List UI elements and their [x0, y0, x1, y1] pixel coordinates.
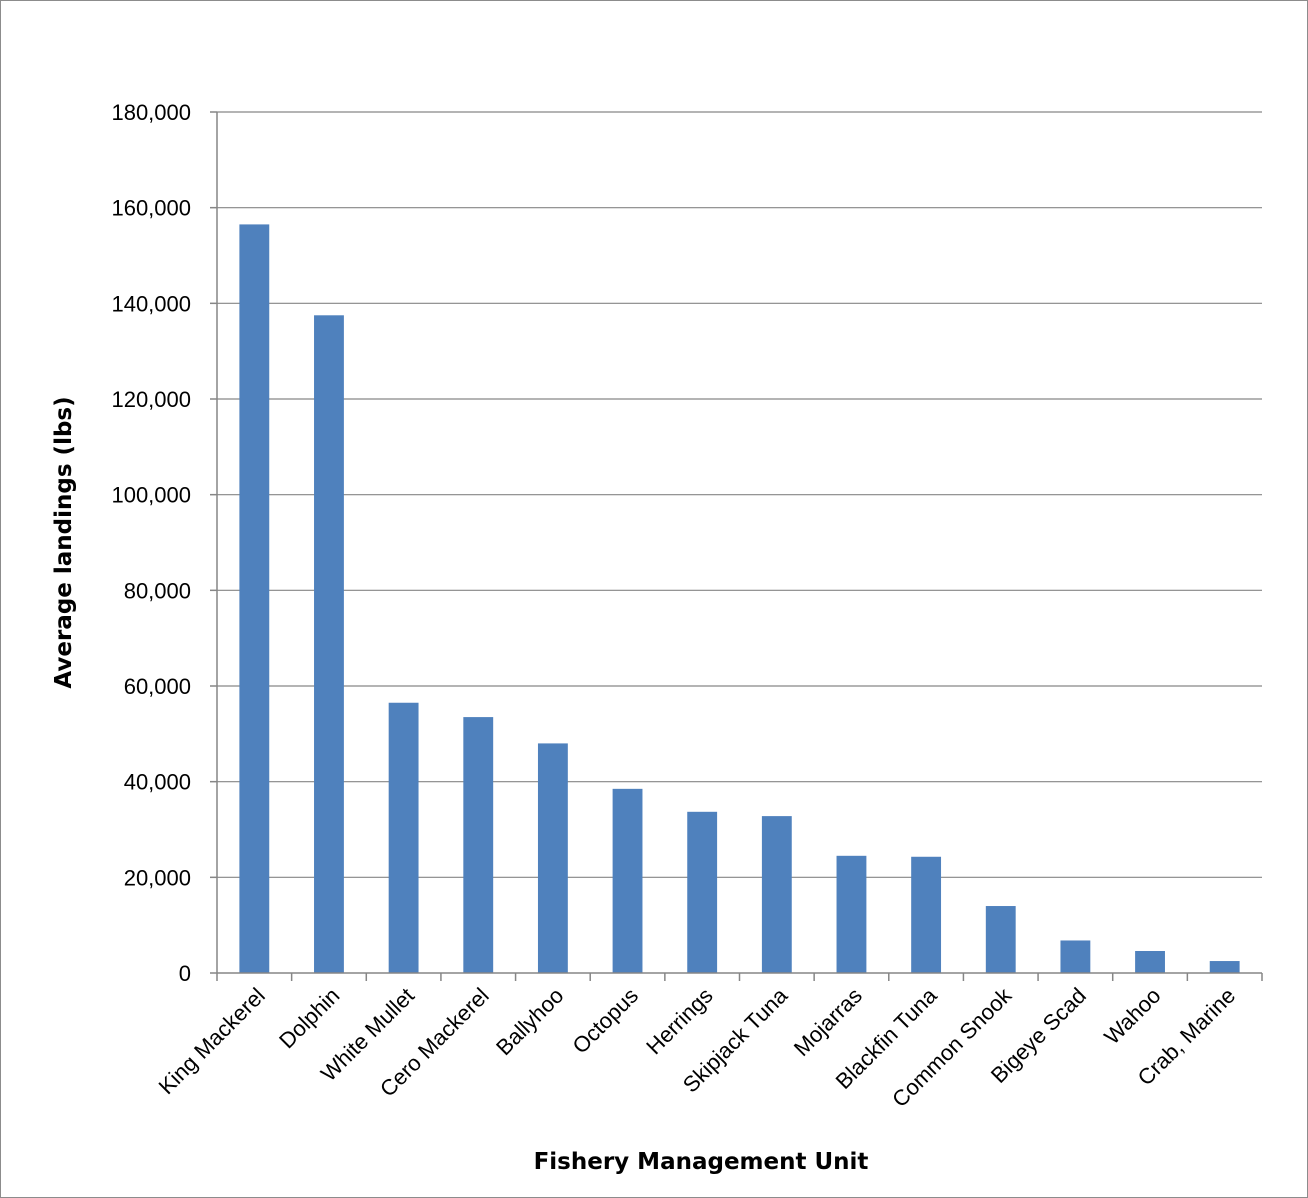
y-tick-label: 60,000 [124, 674, 191, 699]
x-tick-label: Mojarras [789, 983, 867, 1061]
y-axis-title: Average landings (lbs) [51, 396, 77, 688]
axes [216, 112, 1262, 974]
x-axis-title: Fishery Management Unit [534, 1149, 869, 1175]
x-tick-label: Herrings [641, 983, 717, 1059]
bar [314, 315, 344, 974]
bar [911, 856, 942, 973]
bars [239, 224, 1240, 974]
bar [1135, 950, 1165, 973]
y-tick-label: 100,000 [111, 483, 191, 508]
y-tick-labels: 0 20,000 40,000 60,000 80,000 100,000 120,000 1… [111, 100, 217, 986]
x-tick-label: Ballyhoo [491, 983, 568, 1060]
bar [1209, 961, 1240, 973]
bar [537, 743, 568, 973]
y-tick-label: 140,000 [111, 291, 191, 316]
bar [612, 788, 643, 973]
x-tick-label: Octopus [567, 983, 643, 1059]
y-tick-label: 160,000 [111, 196, 191, 221]
y-tick-label: 120,000 [111, 387, 191, 412]
bar [1060, 940, 1091, 973]
x-tick-label: Dolphin [274, 983, 344, 1053]
y-tick-label: 80,000 [124, 578, 191, 603]
y-tick-label: 20,000 [124, 865, 191, 890]
bar [463, 717, 494, 973]
bar [687, 811, 718, 973]
grid-lines [217, 111, 1262, 878]
y-tick-label: 40,000 [124, 770, 191, 795]
x-tick-label: King Mackerel [154, 983, 270, 1099]
y-tick-label: 180,000 [111, 100, 191, 125]
y-tick-label: 0 [179, 961, 191, 986]
x-tick-label: Wahoo [1099, 983, 1165, 1049]
bar [836, 855, 867, 973]
bar [761, 816, 792, 973]
bar [985, 906, 1016, 973]
bar [239, 224, 270, 974]
bar [388, 702, 419, 973]
